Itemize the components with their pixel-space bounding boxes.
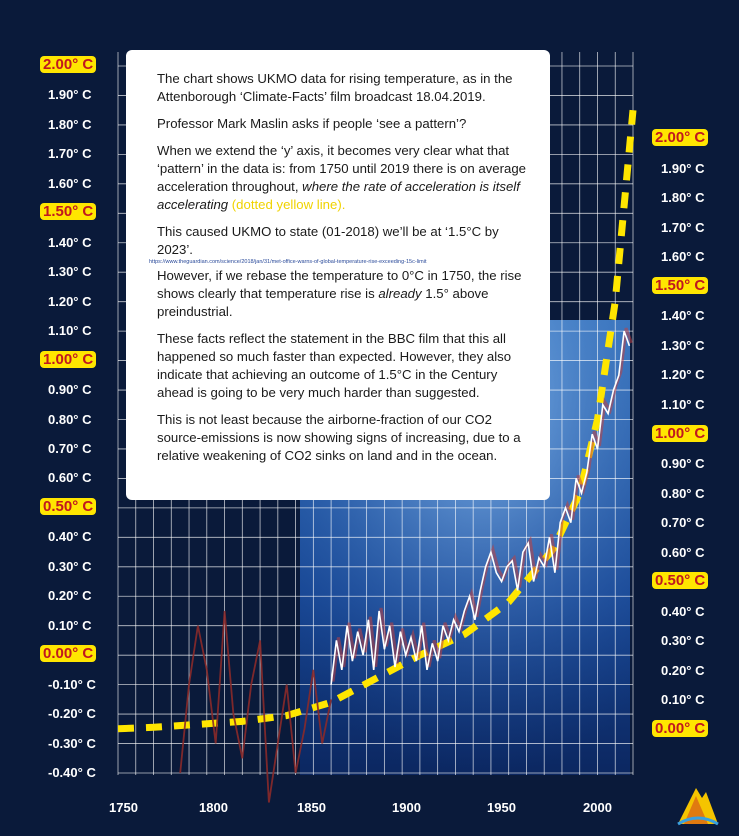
- text-paragraph-7: This is not least because the airborne-f…: [157, 412, 521, 463]
- y-tick-left: 1.20° C: [48, 293, 92, 309]
- text-p5-a: However, if we rebase the temperature to…: [157, 268, 522, 301]
- y-tick-right: 0.90° C: [661, 456, 705, 472]
- series-line-proxy-red: [179, 610, 332, 803]
- y-tick-right: 0.00° C: [652, 720, 709, 737]
- y-tick-left: -0.30° C: [48, 735, 96, 751]
- y-tick-right: 1.40° C: [661, 308, 705, 324]
- text-p3-b: where the rate of acceleration is itself…: [157, 179, 520, 212]
- y-tick-left: 1.40° C: [48, 234, 92, 250]
- text-p5-b: already: [378, 286, 422, 301]
- text-paragraph-5: However, if we rebase the temperature to…: [157, 267, 532, 321]
- y-tick-left: 1.70° C: [48, 146, 92, 162]
- series-line-temperature-red: [331, 327, 633, 682]
- series-line-temperature-white: [330, 330, 631, 685]
- y-tick-right: 0.80° C: [661, 485, 705, 501]
- y-tick-right: 1.90° C: [661, 160, 705, 176]
- y-tick-left: 1.10° C: [48, 323, 92, 339]
- x-tick-label: 1750: [109, 800, 138, 815]
- chart-marks: [117, 109, 637, 803]
- y-tick-right: 2.00° C: [652, 129, 709, 146]
- y-tick-left: 0.50° C: [40, 497, 97, 515]
- x-tick-label: 2000: [583, 800, 612, 815]
- text-paragraph-3: When we extend the ‘y’ axis, it becomes …: [157, 142, 532, 214]
- y-tick-left: 0.80° C: [48, 411, 92, 427]
- y-tick-left: 1.60° C: [48, 175, 92, 191]
- y-tick-left: 0.60° C: [48, 470, 92, 486]
- y-tick-left: 1.00° C: [40, 350, 97, 368]
- text-paragraph-1: The chart shows UKMO data for rising tem…: [157, 71, 513, 104]
- y-tick-left: 0.30° C: [48, 558, 92, 574]
- y-tick-right: 1.70° C: [661, 219, 705, 235]
- y-tick-right: 1.80° C: [661, 190, 705, 206]
- y-tick-right: 0.70° C: [661, 515, 705, 531]
- y-tick-right: 1.00° C: [652, 424, 709, 442]
- y-tick-left: 0.00° C: [40, 645, 97, 663]
- y-tick-left: 1.80° C: [48, 116, 92, 132]
- y-tick-left: 0.40° C: [48, 529, 92, 545]
- y-tick-right: 0.40° C: [661, 603, 705, 619]
- x-tick-label: 1900: [392, 800, 421, 815]
- x-tick-label: 1800: [199, 800, 228, 815]
- y-tick-left: 2.00° C: [40, 56, 97, 73]
- y-tick-right: 0.20° C: [661, 662, 705, 678]
- y-tick-left: 0.20° C: [48, 588, 92, 604]
- y-tick-right: 0.60° C: [661, 544, 705, 560]
- text-paragraph-4: This caused UKMO to state (01-2018) we’l…: [157, 224, 499, 257]
- y-tick-right: 0.30° C: [661, 633, 705, 649]
- text-paragraph-2: Professor Mark Maslin asks if people ‘se…: [157, 116, 467, 131]
- y-tick-right: 1.30° C: [661, 337, 705, 353]
- y-tick-left: 0.10° C: [48, 617, 92, 633]
- y-tick-left: -0.20° C: [48, 706, 96, 722]
- text-p3-a: When we extend the ‘y’ axis, it becomes …: [157, 143, 526, 194]
- y-tick-right: 0.10° C: [661, 692, 705, 708]
- y-tick-left: 0.90° C: [48, 382, 92, 398]
- source-url-link[interactable]: https://www.theguardian.com/science/2018…: [149, 259, 427, 265]
- y-tick-left: 1.50° C: [40, 203, 97, 221]
- y-tick-left: 1.90° C: [48, 87, 92, 103]
- y-tick-right: 1.10° C: [661, 396, 705, 412]
- text-paragraph-6: These facts reflect the statement in the…: [157, 331, 512, 400]
- annotation-textbox: The chart shows UKMO data for rising tem…: [126, 50, 550, 500]
- y-tick-right: 1.60° C: [661, 249, 705, 265]
- text-p3-c: (dotted yellow line).: [228, 197, 346, 212]
- text-p5-c: 1.5° above preindustrial.: [157, 286, 489, 319]
- y-tick-right: 1.20° C: [661, 367, 705, 383]
- y-tick-left: -0.40° C: [48, 765, 96, 780]
- y-tick-left: 0.70° C: [48, 440, 92, 456]
- x-tick-label: 1950: [487, 800, 516, 815]
- y-tick-right: 1.50° C: [652, 276, 709, 294]
- y-tick-left: -0.10° C: [48, 676, 96, 692]
- y-tick-left: 1.30° C: [48, 264, 92, 280]
- y-tick-right: 0.50° C: [652, 572, 709, 590]
- mountain-logo-icon: [677, 788, 719, 826]
- x-tick-label: 1850: [297, 800, 326, 815]
